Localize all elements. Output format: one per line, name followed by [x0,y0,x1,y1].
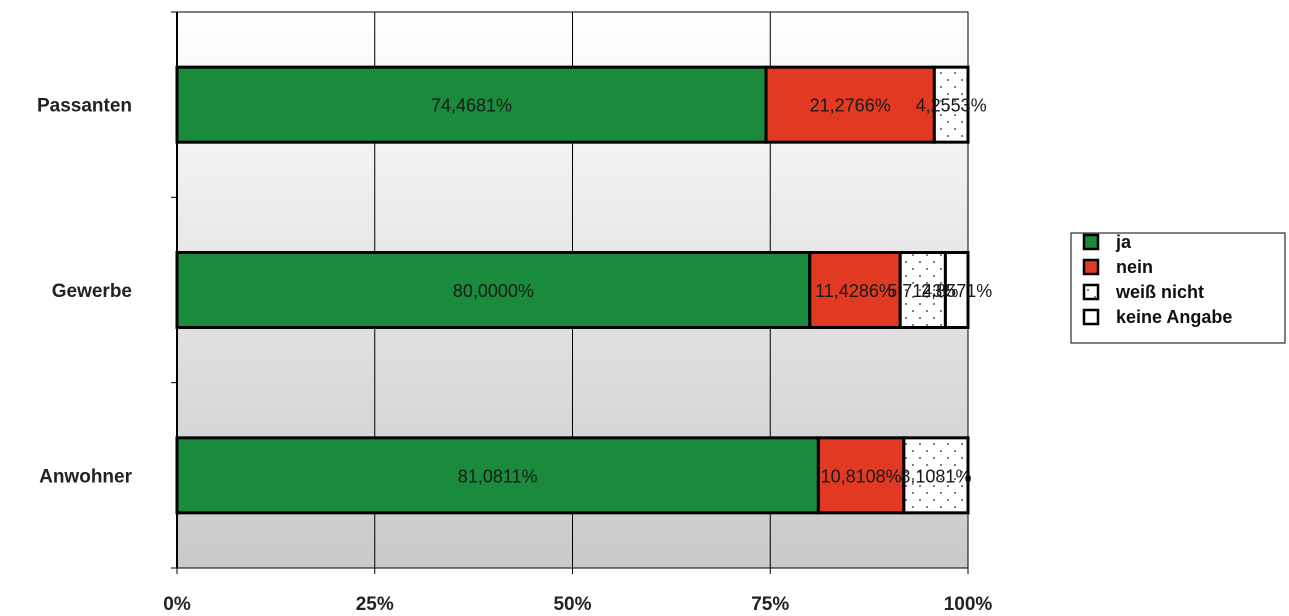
category-label: Passanten [37,96,132,117]
legend-label: ja [1115,232,1132,252]
bar-segment-weiss-nicht [932,65,970,144]
x-tick-label: 100% [944,594,993,615]
data-label: 81,0811% [458,466,538,486]
bar-segment-ja [175,251,812,329]
legend-swatch [1082,258,1100,276]
category-label: Anwohner [39,466,132,487]
legend-swatch [1082,308,1100,326]
data-label: 11,4286% [815,281,895,301]
data-label: 10,8108% [821,466,902,486]
legend-label: weiß nicht [1115,282,1204,302]
bar-segment-ja [175,65,768,144]
data-label: 74,4681% [431,96,512,116]
bar-segment-nein [764,65,936,144]
data-label: 2,8571% [921,281,992,301]
bar-segment-weiss-nicht [902,436,970,515]
legend-swatch [1082,233,1100,251]
legend-box [1070,232,1286,344]
data-label: 4,2553% [916,96,987,116]
x-tick-label: 0% [163,594,191,615]
legend: ja nein weiß nicht keine Angabe [1070,232,1286,344]
category-label: Gewerbe [52,281,132,302]
bar-segment-ja [175,436,820,515]
bar-segment-nein [816,436,906,515]
legend-swatch [1082,283,1100,301]
data-label: 8,1081% [900,466,971,486]
legend-label: keine Angabe [1116,307,1232,327]
x-tick-label: 25% [356,594,394,615]
legend-label: nein [1116,257,1153,277]
bar-segment-keine-Angabe [943,251,970,329]
axes: 0% 25% 50% 75% 100% Passanten Gewerbe Anwohner [37,11,993,615]
data-label: 5,7143% [887,281,958,301]
x-tick-label: 75% [751,594,789,615]
data-label: 80,0000% [453,281,534,301]
bar-segment-nein [808,251,902,329]
x-tick-label: 50% [553,594,591,615]
data-label: 21,2766% [810,96,891,116]
bars [175,65,970,515]
data-labels: 74,4681% 21,2766% 4,2553% 80,0000% 11,4286%5… [431,96,992,487]
